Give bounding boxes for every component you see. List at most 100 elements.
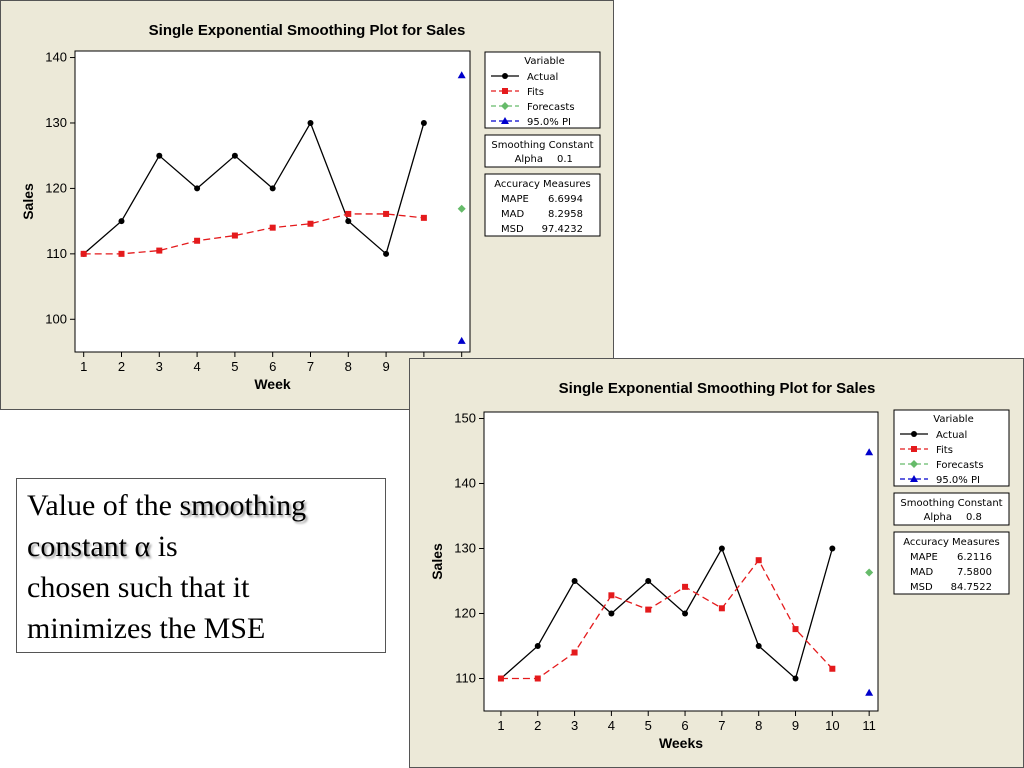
note-text: is (150, 530, 178, 563)
y-axis-label: Sales (20, 183, 36, 220)
accuracy-name: MAPE (910, 552, 938, 563)
legend-marker (911, 431, 917, 437)
legend-item-label: Fits (936, 445, 953, 456)
accuracy-value: 7.5800 (957, 567, 992, 578)
accuracy-title: Accuracy Measures (494, 179, 591, 190)
legend-marker (502, 88, 508, 94)
y-tick-label: 140 (45, 50, 67, 65)
note-line-1: Value of the smoothing (27, 485, 375, 526)
x-tick-label: 8 (345, 359, 352, 374)
x-axis-label: Week (254, 376, 291, 392)
note-emphasis: smoothing (179, 489, 307, 522)
data-point-actual (755, 643, 762, 649)
x-tick-label: 2 (118, 359, 125, 374)
x-tick-label: 4 (193, 359, 200, 374)
data-point-actual (345, 218, 352, 225)
series-line-fits (83, 213, 424, 255)
y-tick-label: 100 (45, 311, 67, 326)
data-point-fits (118, 250, 125, 257)
alpha-value: 0.8 (966, 512, 982, 523)
chart-2: Single Exponential Smoothing Plot for Sa… (429, 380, 1010, 751)
accuracy-box (484, 173, 601, 237)
smoothing-box (893, 492, 1010, 526)
data-point-actual (718, 545, 725, 552)
data-point-fits (156, 247, 163, 254)
plot-area (74, 50, 471, 353)
data-point-fits (792, 626, 799, 633)
legend-item-label: Forecasts (936, 460, 984, 471)
legend-item-label: Actual (936, 430, 967, 441)
y-tick-label: 110 (455, 671, 476, 686)
x-tick-label: 3 (571, 718, 578, 733)
data-point-fits (829, 665, 836, 672)
accuracy-value: 84.7522 (951, 582, 992, 593)
data-point-actual (420, 119, 427, 126)
note-emphasis: constant α (27, 530, 151, 563)
legend-marker (501, 117, 509, 124)
data-point-fits (345, 210, 352, 217)
note-line-4: minimizes the MSE (27, 612, 266, 645)
x-tick-label: 4 (608, 718, 615, 733)
x-tick-label: 3 (156, 359, 163, 374)
x-tick-label: 1 (497, 718, 504, 733)
chart-title: Single Exponential Smoothing Plot for Sa… (559, 380, 876, 397)
data-point-actual (118, 218, 125, 225)
note-line-3: chosen such that it (27, 571, 250, 604)
x-tick-label: 9 (382, 359, 389, 374)
x-tick-label: 5 (645, 718, 652, 733)
plot-area (483, 411, 879, 712)
smoothing-box (484, 134, 601, 168)
chart-title: Single Exponential Smoothing Plot for Sa… (149, 22, 466, 39)
accuracy-name: MAD (501, 209, 524, 220)
alpha-label: Alpha (515, 154, 543, 165)
data-point-fits (682, 583, 689, 590)
data-point-actual (608, 610, 615, 617)
data-point-95-0-pi (457, 336, 466, 344)
y-tick-label: 110 (46, 246, 67, 261)
note-line-2: constant α is (27, 526, 375, 567)
x-axis-label: Weeks (659, 735, 703, 751)
accuracy-name: MSD (910, 582, 933, 593)
data-point-actual (156, 152, 163, 159)
note-box: Value of the smoothing constant α is cho… (16, 478, 386, 653)
legend-marker (910, 460, 918, 468)
data-point-95-0-pi (865, 448, 874, 456)
accuracy-title: Accuracy Measures (903, 537, 1000, 548)
data-point-fits (571, 649, 578, 656)
data-point-fits (231, 232, 238, 239)
legend-item-label: 95.0% PI (936, 475, 980, 486)
chart-panel-alpha-0-8: Single Exponential Smoothing Plot for Sa… (409, 358, 1024, 768)
series-line-actual (500, 546, 833, 680)
data-point-fits (420, 214, 427, 221)
legend-item-label: Forecasts (527, 102, 575, 113)
data-point-forecasts (457, 204, 466, 213)
y-tick-label: 150 (454, 411, 476, 426)
series-line-fits (500, 559, 833, 680)
accuracy-value: 8.2958 (548, 209, 583, 220)
data-point-fits (755, 557, 762, 564)
data-point-95-0-pi (457, 71, 466, 79)
smoothing-title: Smoothing Constant (491, 140, 593, 151)
data-point-actual (231, 152, 238, 159)
data-point-fits (608, 592, 615, 599)
y-axis-label: Sales (429, 543, 445, 580)
data-point-actual (307, 119, 314, 126)
accuracy-name: MAPE (501, 194, 529, 205)
legend-title: Variable (933, 414, 974, 425)
x-tick-label: 1 (80, 359, 87, 374)
data-point-actual (194, 185, 201, 192)
accuracy-value: 97.4232 (542, 224, 583, 235)
legend-item-label: Actual (527, 72, 558, 83)
x-tick-label: 6 (269, 359, 276, 374)
data-point-actual (571, 578, 578, 584)
accuracy-name: MSD (501, 224, 524, 235)
data-point-fits (194, 237, 201, 244)
legend-marker (910, 475, 918, 482)
data-point-actual (383, 250, 390, 257)
data-point-actual (829, 545, 836, 552)
x-tick-label: 11 (862, 718, 876, 733)
data-point-actual (645, 578, 652, 584)
accuracy-value: 6.2116 (957, 552, 992, 563)
legend-item-label: Fits (527, 87, 544, 98)
accuracy-box (893, 531, 1010, 595)
